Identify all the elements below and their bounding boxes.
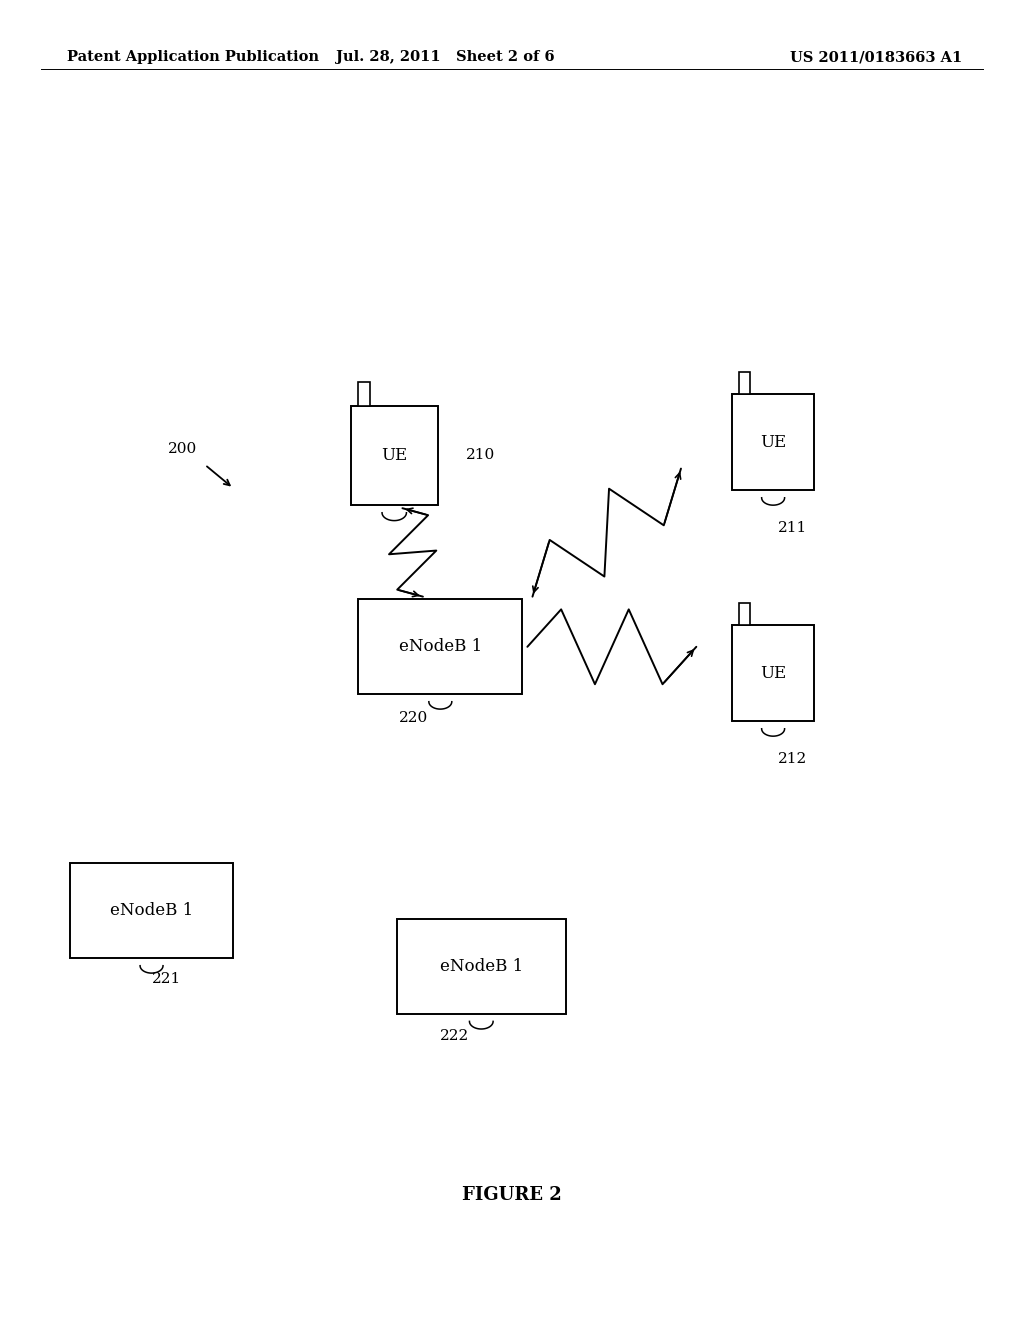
Text: 212: 212 [778,752,808,766]
Bar [70,863,233,958]
Text: UE: UE [760,665,786,681]
Text: UE: UE [760,434,786,450]
Bar [350,407,438,504]
Bar [357,383,370,407]
Text: eNodeB 1: eNodeB 1 [110,903,194,919]
Text: FIGURE 2: FIGURE 2 [462,1185,562,1204]
Bar [732,626,814,721]
Text: 211: 211 [778,521,808,535]
Text: eNodeB 1: eNodeB 1 [398,639,482,655]
Text: US 2011/0183663 A1: US 2011/0183663 A1 [791,50,963,65]
Text: eNodeB 1: eNodeB 1 [439,958,523,974]
Text: 200: 200 [168,442,197,455]
Bar [396,919,565,1014]
Text: 222: 222 [440,1030,470,1043]
Text: 210: 210 [466,449,496,462]
Bar [358,599,522,694]
Bar [738,372,750,393]
Text: UE: UE [381,447,408,463]
Bar [732,393,814,490]
Text: Patent Application Publication: Patent Application Publication [67,50,318,65]
Text: 220: 220 [399,711,429,725]
Text: Jul. 28, 2011   Sheet 2 of 6: Jul. 28, 2011 Sheet 2 of 6 [336,50,555,65]
Text: 221: 221 [152,973,181,986]
Bar [738,602,750,626]
